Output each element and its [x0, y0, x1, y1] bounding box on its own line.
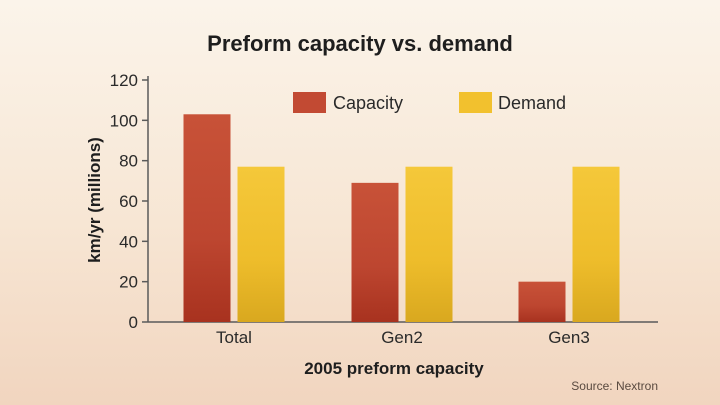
y-tick-label: 0 [129, 313, 138, 332]
x-tick-label: Gen2 [381, 328, 423, 347]
x-tick-label: Total [216, 328, 252, 347]
chart-title: Preform capacity vs. demand [207, 31, 513, 56]
bar-demand-total [237, 166, 285, 322]
plot-area: 0 20 40 60 80 100 120 Total Gen2 Gen3 [110, 71, 658, 347]
y-tick-label: 20 [119, 273, 138, 292]
y-tick-label: 120 [110, 71, 138, 90]
bar-capacity-gen2 [351, 182, 399, 322]
legend-label-demand: Demand [498, 93, 566, 113]
legend-swatch-demand [459, 92, 492, 113]
y-tick-label: 100 [110, 111, 138, 130]
y-tick-label: 80 [119, 152, 138, 171]
y-tick-label: 60 [119, 192, 138, 211]
bar-capacity-gen3 [518, 281, 566, 322]
legend-swatch-capacity [293, 92, 326, 113]
bar-capacity-total [183, 114, 231, 323]
legend: Capacity Demand [293, 92, 566, 113]
x-tick-label: Gen3 [548, 328, 590, 347]
source-note: Source: Nextron [571, 379, 658, 393]
y-tick-label: 40 [119, 232, 138, 251]
y-axis-label: km/yr (millions) [85, 137, 104, 263]
legend-label-capacity: Capacity [333, 93, 403, 113]
bar-demand-gen3 [572, 166, 620, 322]
bar-demand-gen2 [405, 166, 453, 322]
x-axis-label: 2005 preform capacity [304, 359, 484, 378]
